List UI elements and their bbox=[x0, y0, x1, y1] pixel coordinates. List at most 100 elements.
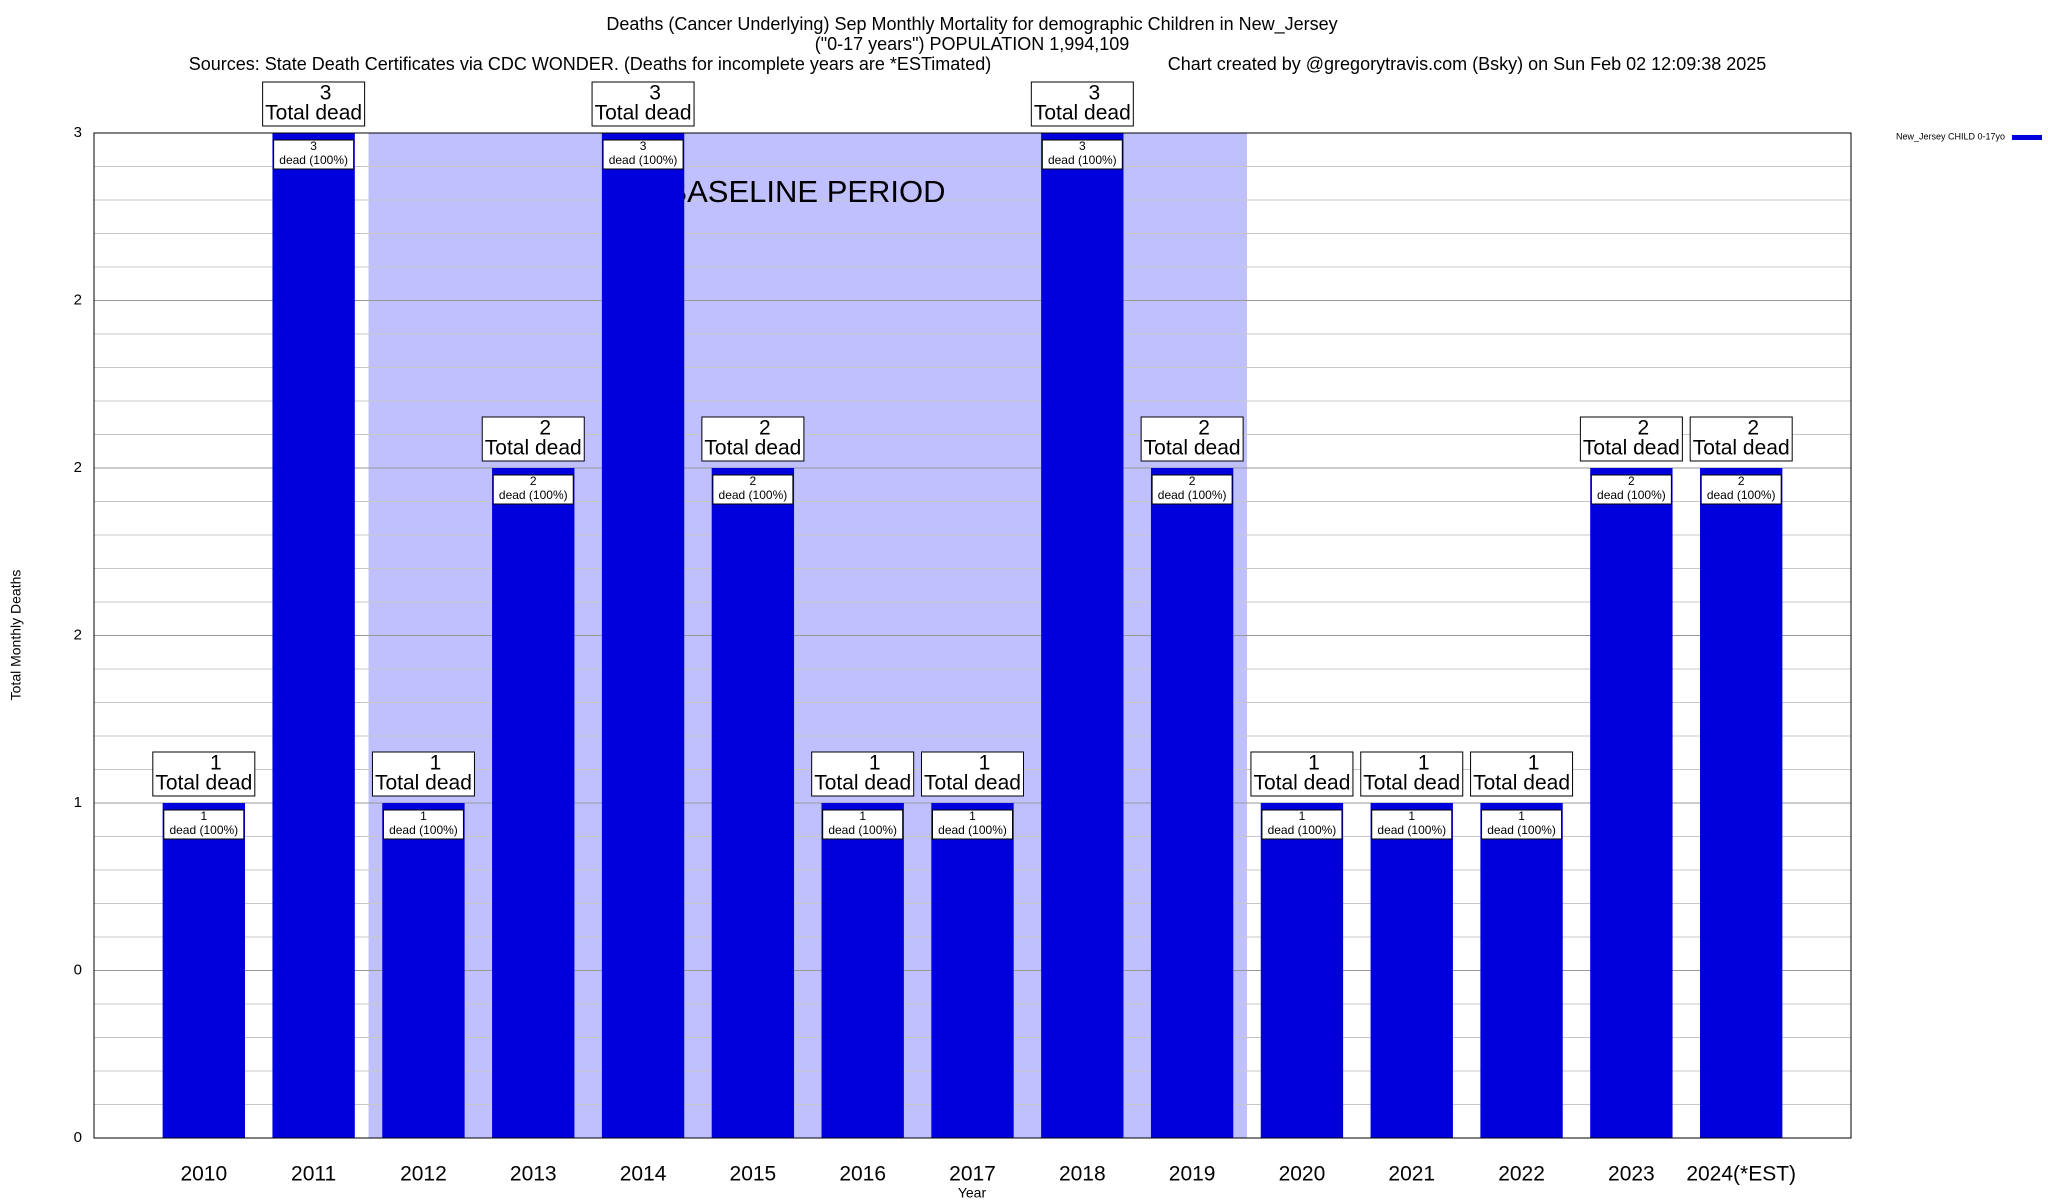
total-value-label: 2 bbox=[539, 417, 551, 440]
bar bbox=[162, 803, 245, 1138]
segment-label: dead (100%) bbox=[719, 488, 788, 502]
bar bbox=[1260, 803, 1344, 1138]
bar bbox=[492, 468, 575, 1138]
x-tick-label: 2013 bbox=[510, 1163, 557, 1186]
bar bbox=[1041, 133, 1124, 1138]
chart-subtitle: ("0-17 years") POPULATION 1,994,109 bbox=[815, 34, 1130, 54]
total-value-label: 3 bbox=[649, 82, 661, 105]
segment-label-box bbox=[712, 474, 794, 505]
segment-label-box bbox=[1371, 809, 1453, 840]
segment-label: dead (100%) bbox=[169, 823, 238, 837]
total-label: Total dead bbox=[1034, 102, 1131, 125]
segment-label-box bbox=[273, 139, 355, 170]
plot-border bbox=[93, 132, 1852, 1139]
segment-label-box bbox=[1041, 139, 1123, 170]
total-label-box bbox=[701, 416, 805, 462]
segment-value-label: 2 bbox=[530, 474, 537, 488]
total-value-label: 1 bbox=[1308, 752, 1320, 775]
total-label-box bbox=[591, 81, 695, 127]
segment-value-label: 1 bbox=[969, 809, 976, 823]
bar bbox=[601, 133, 685, 1138]
segment-value-label: 1 bbox=[420, 809, 427, 823]
total-label-box bbox=[481, 416, 585, 462]
segment-label-box bbox=[382, 809, 464, 840]
segment-value-label: 2 bbox=[1189, 474, 1196, 488]
x-tick-label: 2015 bbox=[730, 1163, 777, 1186]
total-label: Total dead bbox=[485, 437, 582, 460]
credit: Chart created by @gregorytravis.com (Bsk… bbox=[1168, 54, 1767, 74]
segment-value-label: 1 bbox=[1518, 809, 1525, 823]
total-label-box bbox=[262, 81, 366, 127]
total-label: Total dead bbox=[1693, 437, 1790, 460]
segment-label-box bbox=[1151, 474, 1233, 505]
y-tick-label: 2 bbox=[74, 626, 82, 643]
segment-value-label: 1 bbox=[1299, 809, 1306, 823]
total-value-label: 1 bbox=[869, 752, 881, 775]
x-tick-label: 2014 bbox=[620, 1163, 667, 1186]
total-label-box bbox=[152, 751, 256, 797]
total-label-box bbox=[1579, 416, 1683, 462]
segment-label-box bbox=[1261, 809, 1343, 840]
total-label-box bbox=[1470, 751, 1574, 797]
bar bbox=[1590, 468, 1673, 1138]
baseline-label: BASELINE PERIOD bbox=[666, 174, 945, 209]
x-tick-label: 2010 bbox=[180, 1163, 227, 1186]
segment-label: dead (100%) bbox=[1048, 153, 1117, 167]
x-tick-label: 2021 bbox=[1388, 1163, 1435, 1186]
segment-value-label: 3 bbox=[310, 139, 317, 153]
total-label: Total dead bbox=[155, 772, 252, 795]
x-tick-label: 2016 bbox=[839, 1163, 886, 1186]
total-value-label: 2 bbox=[1747, 417, 1759, 440]
x-tick-label: 2022 bbox=[1498, 1163, 1545, 1186]
bar bbox=[931, 803, 1014, 1138]
x-tick-label: 2018 bbox=[1059, 1163, 1106, 1186]
total-label-box bbox=[811, 751, 915, 797]
legend-label: New_Jersey CHILD 0-17yo bbox=[1896, 131, 2005, 141]
total-label: Total dead bbox=[375, 772, 472, 795]
segment-label: dead (100%) bbox=[1707, 488, 1776, 502]
total-label: Total dead bbox=[1363, 772, 1460, 795]
segment-label: dead (100%) bbox=[609, 153, 678, 167]
segment-label: dead (100%) bbox=[1158, 488, 1227, 502]
x-tick-label: 2017 bbox=[949, 1163, 996, 1186]
segment-value-label: 1 bbox=[1408, 809, 1415, 823]
total-value-label: 2 bbox=[759, 417, 771, 440]
bar bbox=[1370, 803, 1453, 1138]
segment-value-label: 3 bbox=[640, 139, 647, 153]
y-tick-label: 0 bbox=[74, 1129, 82, 1146]
total-label: Total dead bbox=[814, 772, 911, 795]
bar bbox=[382, 803, 465, 1138]
bar bbox=[711, 468, 795, 1138]
segment-label: dead (100%) bbox=[1597, 488, 1666, 502]
total-value-label: 1 bbox=[210, 752, 222, 775]
segment-label-box bbox=[602, 139, 684, 170]
x-tick-label: 2019 bbox=[1169, 1163, 1216, 1186]
total-label-box bbox=[1030, 81, 1134, 127]
segment-label: dead (100%) bbox=[1377, 823, 1446, 837]
total-value-label: 2 bbox=[1198, 417, 1210, 440]
segment-label-box bbox=[1590, 474, 1672, 505]
total-label-box bbox=[1250, 751, 1354, 797]
segment-label-box bbox=[163, 809, 245, 840]
total-label: Total dead bbox=[704, 437, 801, 460]
total-label: Total dead bbox=[1144, 437, 1241, 460]
chart-title: Deaths (Cancer Underlying) Sep Monthly M… bbox=[606, 14, 1337, 35]
sources: Sources: State Death Certificates via CD… bbox=[189, 54, 992, 74]
total-label-box bbox=[1140, 416, 1244, 462]
y-tick-label: 2 bbox=[74, 291, 82, 308]
x-axis-label: Year bbox=[958, 1185, 987, 1200]
segment-label: dead (100%) bbox=[499, 488, 568, 502]
y-tick-label: 1 bbox=[74, 794, 82, 811]
total-label: Total dead bbox=[924, 772, 1021, 795]
y-tick-label: 2 bbox=[74, 459, 82, 476]
segment-label-box bbox=[932, 809, 1013, 840]
segment-label: dead (100%) bbox=[938, 823, 1007, 837]
total-label: Total dead bbox=[1583, 437, 1680, 460]
segment-label-box bbox=[1700, 474, 1782, 505]
total-value-label: 1 bbox=[979, 752, 991, 775]
segment-label: dead (100%) bbox=[1487, 823, 1556, 837]
segment-value-label: 2 bbox=[750, 474, 757, 488]
total-label-box bbox=[1689, 416, 1793, 462]
total-label-box bbox=[921, 751, 1024, 797]
